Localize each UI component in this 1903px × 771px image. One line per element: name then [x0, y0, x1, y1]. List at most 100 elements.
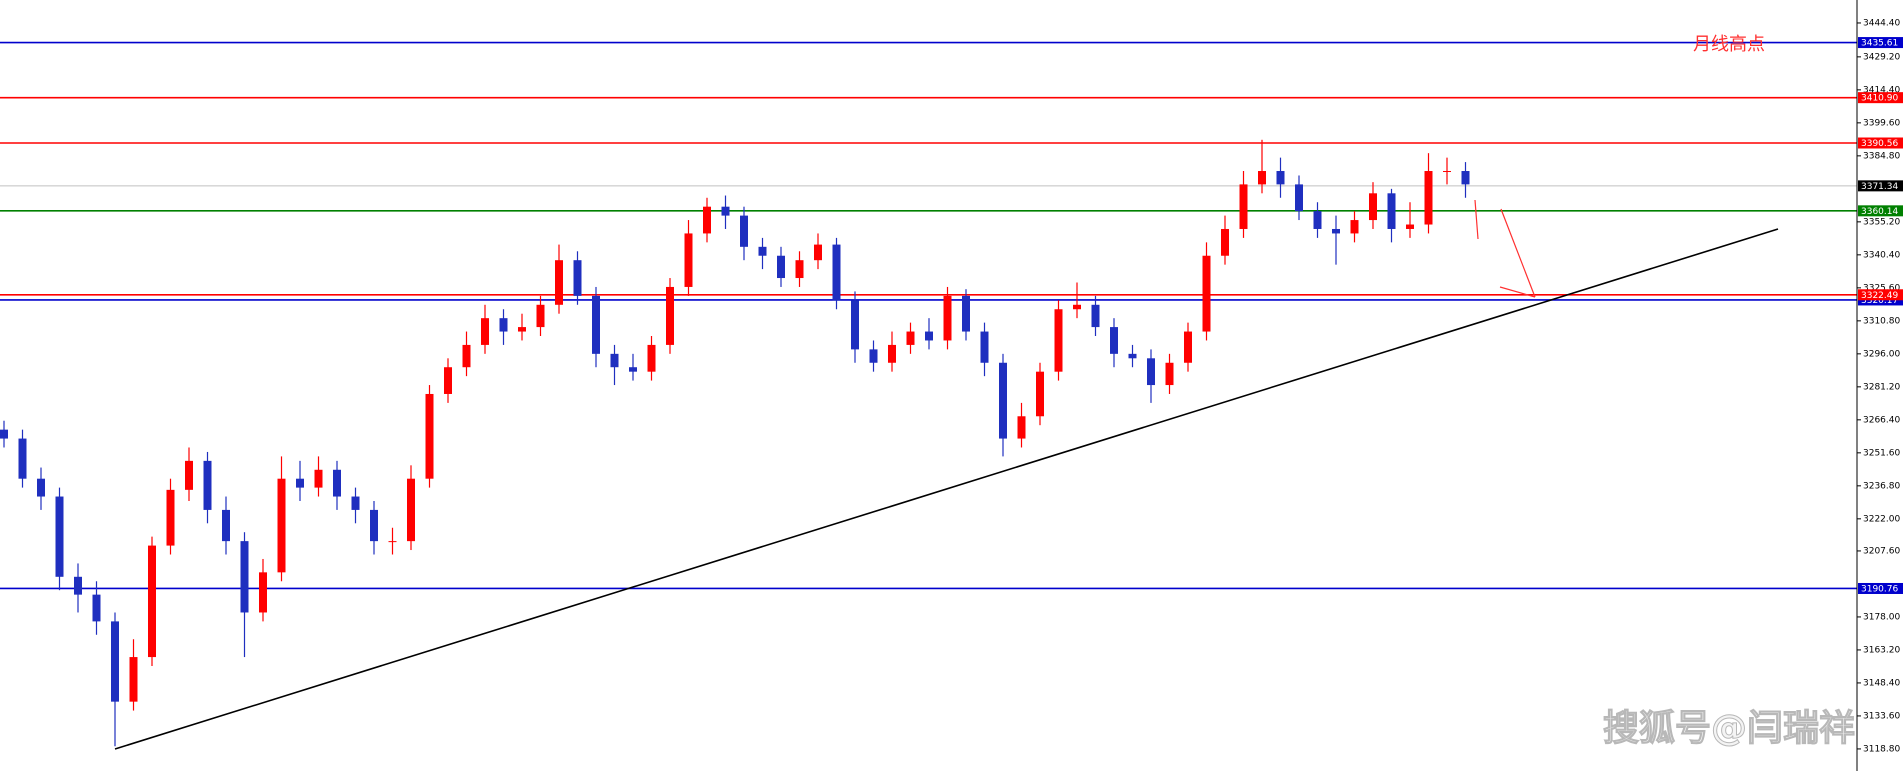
candle-body — [1424, 171, 1433, 225]
candle-body — [888, 344, 896, 363]
candle-body — [1295, 184, 1303, 212]
candle-body — [240, 541, 249, 613]
candle-body — [1406, 224, 1414, 229]
y-tick-label: 3207.60 — [1863, 546, 1900, 556]
candle-body — [203, 460, 212, 510]
y-tick-label: 3163.20 — [1863, 645, 1900, 655]
y-tick-label: 3429.20 — [1863, 52, 1900, 62]
candle-body — [462, 344, 471, 368]
arrow-line — [1499, 286, 1536, 298]
candle-body — [1258, 171, 1266, 185]
candle-body — [222, 509, 230, 542]
candle-body — [906, 331, 915, 345]
candle-body — [832, 244, 841, 301]
candle-body — [0, 429, 8, 439]
level-label-box — [1858, 582, 1903, 594]
candle-body — [1147, 358, 1155, 386]
y-tick-label: 3281.20 — [1863, 382, 1900, 392]
y-tick-label: 3325.60 — [1863, 283, 1900, 293]
y-tick-label: 3355.20 — [1863, 217, 1900, 227]
y-tick-label: 3296.00 — [1863, 349, 1900, 359]
level-label: 3371.34 — [1861, 182, 1898, 192]
candle-body — [962, 295, 970, 332]
candle-body — [481, 318, 489, 345]
candle-body — [666, 286, 674, 345]
y-tick-label: 3384.80 — [1863, 151, 1900, 161]
candle-body — [148, 545, 156, 658]
candle-body — [703, 206, 711, 234]
y-tick-label: 3222.00 — [1863, 514, 1900, 524]
candle-body — [851, 300, 859, 350]
candle-body — [1110, 327, 1118, 354]
candle-body — [499, 318, 508, 332]
candle-body — [1387, 193, 1396, 229]
candle-body — [1202, 255, 1211, 332]
y-tick-label: 3340.40 — [1863, 250, 1900, 260]
level-label-box — [1858, 180, 1903, 192]
candle-body — [1128, 353, 1137, 359]
levels — [0, 41, 1857, 590]
candle-body — [647, 344, 656, 372]
level-label: 3410.90 — [1861, 94, 1898, 104]
y-tick-label: 3444.40 — [1863, 18, 1900, 28]
candle-body — [1313, 211, 1322, 229]
candle-body — [555, 260, 563, 305]
candle-body — [869, 349, 878, 363]
candle-body — [1369, 193, 1377, 221]
candle-body — [129, 657, 138, 702]
candle-body — [518, 327, 526, 332]
candle-body — [1017, 416, 1026, 439]
candle-body — [980, 331, 989, 363]
candle-body — [1276, 171, 1285, 185]
y-tick-label: 3399.60 — [1863, 118, 1900, 128]
level-label-box — [1858, 205, 1903, 217]
level-label: 3320.17 — [1861, 296, 1898, 306]
candle-body — [758, 246, 767, 256]
candle-body — [943, 295, 952, 341]
candle-body — [1221, 228, 1229, 256]
candle-body — [1332, 228, 1340, 234]
candle-body — [629, 367, 637, 372]
candle-body — [296, 478, 304, 488]
y-tick-label: 3251.60 — [1863, 448, 1900, 458]
y-tick-label: 3133.60 — [1863, 711, 1900, 721]
candle-body — [592, 295, 600, 354]
candle-body — [1054, 309, 1063, 372]
candle-body — [573, 260, 582, 296]
candle-body — [444, 367, 452, 394]
candle-body — [610, 353, 619, 368]
arrow-line — [1474, 199, 1479, 240]
candle-body — [37, 478, 45, 497]
candle-body — [425, 393, 434, 479]
candle-body — [166, 489, 175, 546]
level-label-box — [1858, 137, 1903, 149]
candle-body — [185, 460, 193, 490]
level-label: 3360.14 — [1861, 207, 1898, 217]
candle-body — [1239, 184, 1248, 229]
y-tick-label: 3118.80 — [1863, 744, 1900, 754]
y-tick-label: 3266.40 — [1863, 415, 1900, 425]
candle-body — [795, 260, 804, 279]
annotation: 月线高点 — [1693, 34, 1765, 55]
candle-body — [1165, 362, 1174, 386]
candle-body — [111, 621, 119, 702]
level-label-box — [1858, 289, 1903, 301]
candle-body — [74, 576, 82, 595]
candle-body — [777, 255, 785, 279]
candle-body — [370, 509, 378, 542]
trend-line — [114, 228, 1779, 750]
candle-body — [314, 469, 323, 488]
candle-body — [536, 304, 545, 328]
candle-body — [1091, 304, 1100, 328]
candle-body — [333, 469, 341, 497]
candle-body — [18, 438, 27, 479]
y-tick-label: 3414.40 — [1863, 85, 1900, 95]
candle-body — [740, 215, 748, 247]
candle-body — [92, 594, 101, 622]
candle-body — [259, 572, 267, 613]
level-label-box — [1858, 92, 1903, 104]
watermark: 搜狐号@闫瑞祥 — [1603, 708, 1855, 749]
y-tick-label: 3178.00 — [1863, 612, 1900, 622]
